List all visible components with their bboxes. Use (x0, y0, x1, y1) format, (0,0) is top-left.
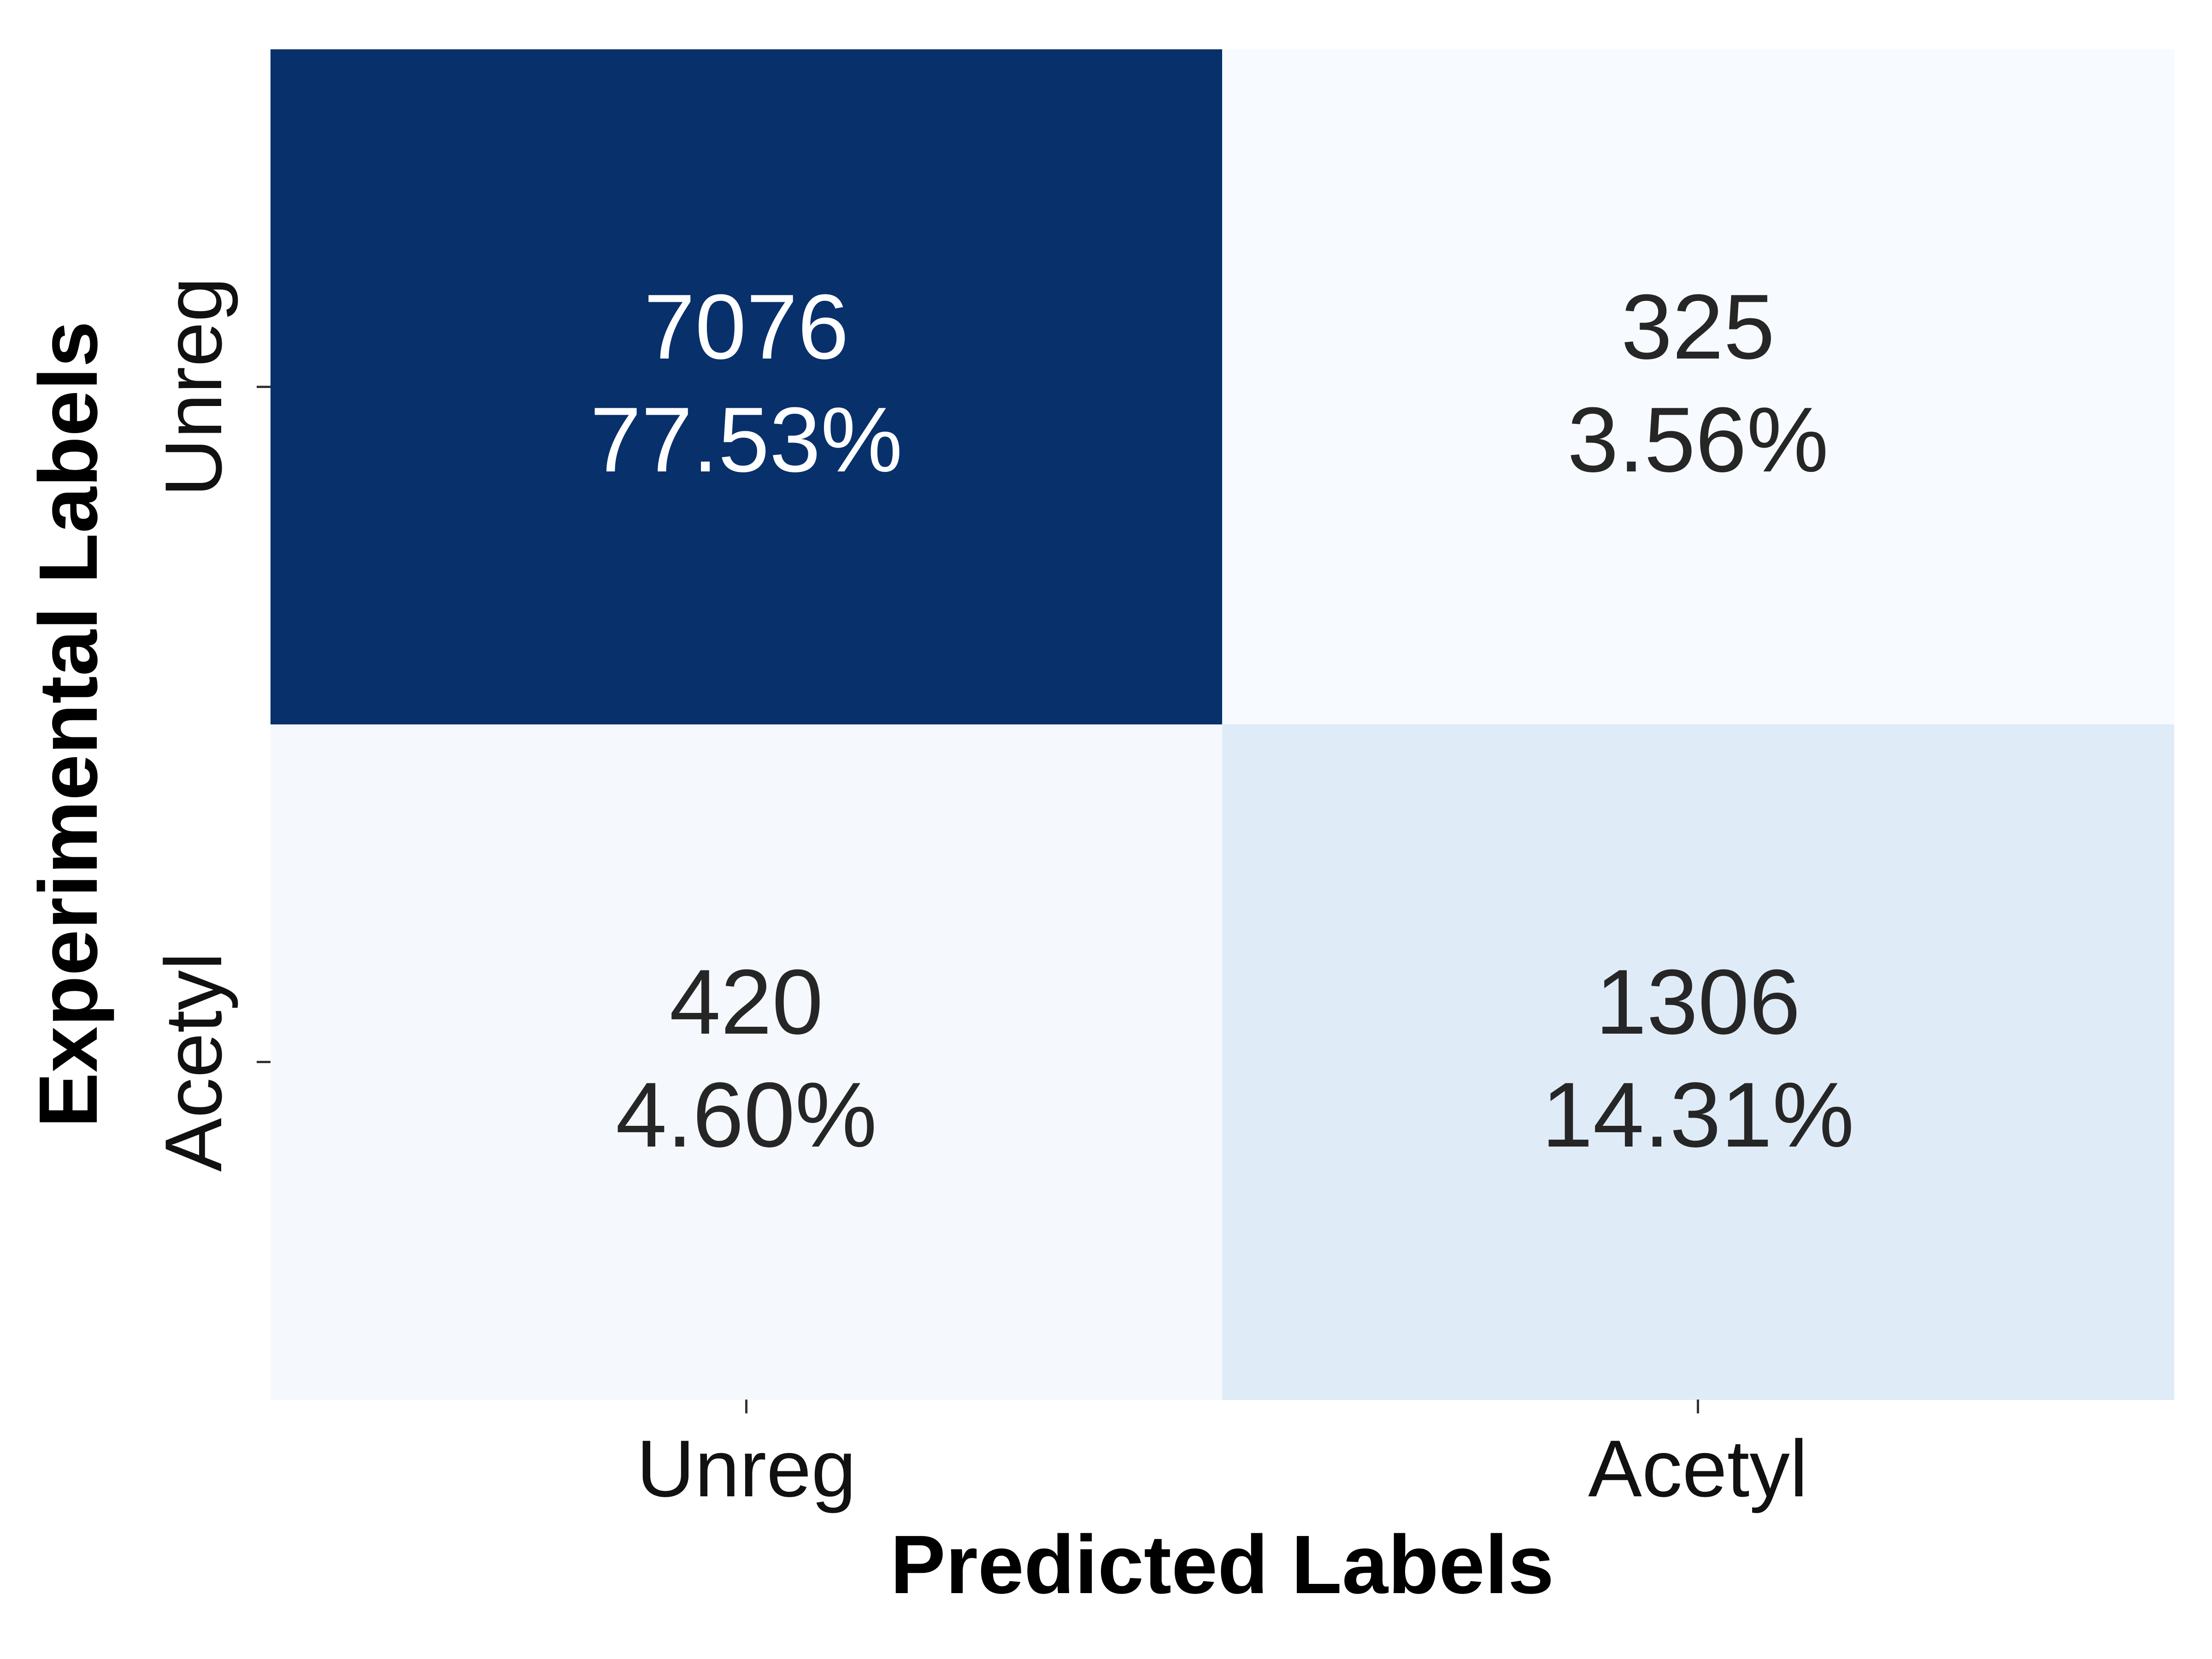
cell-count-label-r0-c0: 7076 (644, 276, 849, 378)
cell-count-label-r1-c0: 420 (670, 951, 824, 1053)
y-axis-title: Experimental Labels (22, 321, 115, 1128)
heatmap-cell-r0-c0 (271, 49, 1223, 725)
x-tick-label-0: Unreg (636, 1424, 856, 1514)
cell-percent-label-r1-c1: 14.31% (1541, 1064, 1854, 1166)
cell-percent-label-r1-c0: 4.60% (616, 1064, 877, 1166)
y-axis-ticks: Unreg Acetyl (149, 277, 271, 1172)
x-axis-title: Predicted Labels (890, 1518, 1554, 1611)
y-tick-label-0: Unreg (149, 277, 239, 497)
x-tick-label-1: Acetyl (1588, 1424, 1808, 1514)
y-tick-label-1: Acetyl (149, 952, 239, 1172)
cell-count-label-r0-c1: 325 (1621, 276, 1775, 378)
cell-percent-label-r0-c0: 77.53% (590, 388, 902, 491)
x-axis-ticks: Unreg Acetyl (636, 1400, 1808, 1514)
heatmap-cell-r0-c1 (1222, 49, 2174, 725)
cell-percent-label-r0-c1: 3.56% (1567, 388, 1829, 491)
heatmap-cell-r1-c1 (1222, 724, 2174, 1400)
cell-count-label-r1-c1: 1306 (1595, 951, 1800, 1053)
heatmap-cell-r1-c0 (271, 724, 1223, 1400)
